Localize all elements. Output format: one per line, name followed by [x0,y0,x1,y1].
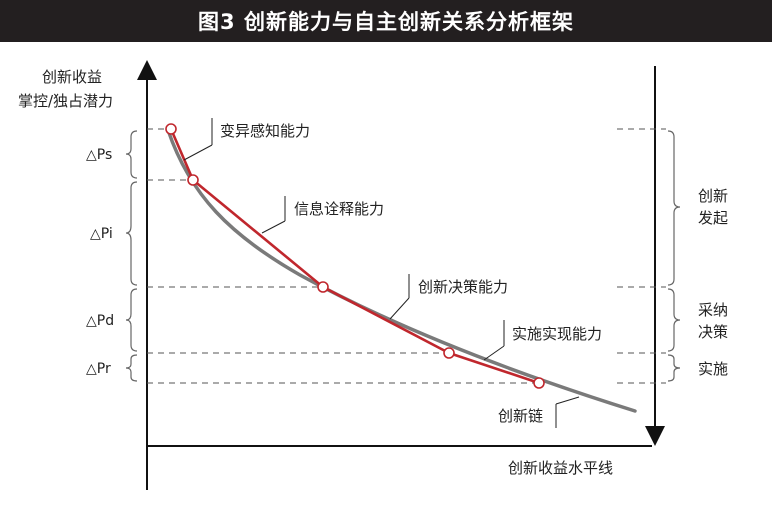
right-bracket-label: 决策 [698,323,728,341]
innovation-chain-curve [166,128,637,413]
right-bracket-implementation [667,354,681,382]
capability-polyline [169,128,540,385]
right-bracket-label: 创新 [698,187,728,205]
vertex-point [533,377,545,389]
capability-label: 变异感知能力 [220,122,310,140]
right-bracket-initiation [667,130,681,286]
vertex-point [187,174,199,186]
right-bracket-adoption [667,288,681,352]
vertex-point [317,281,329,293]
leader-decision-link [389,297,410,320]
left-bracket-label: △Ps [86,147,112,163]
left-bracket-pd [125,288,138,352]
capability-label: 实施实现能力 [512,325,602,343]
x-axis-label: 创新收益水平线 [508,459,613,477]
vertices [165,123,545,389]
curve-label: 创新链 [498,407,543,425]
vertex-point [443,347,455,359]
right-bracket-label: 采纳 [698,301,728,319]
y-axis-label-line2: 掌控/独占潜力 [18,92,113,110]
right-bracket-label: 实施 [698,360,728,378]
callout-leaders [183,118,580,428]
capability-label: 信息诠释能力 [294,200,384,218]
left-bracket-ps [125,130,138,179]
figure-title: 图3 创新能力与自主创新关系分析框架 [0,0,772,42]
left-bracket-pi [125,181,138,286]
leader-chain-link [555,396,580,405]
vertex-point [165,123,177,135]
y-axis-label-line1: 创新收益 [42,68,102,86]
leader-perception-link [183,144,213,161]
left-bracket-label: △Pd [86,313,114,329]
right-bracket-label: 发起 [698,209,728,227]
left-bracket-label: △Pi [90,226,113,242]
right-brackets [667,130,681,382]
left-bracket-label: △Pr [86,361,111,377]
level-lines [147,128,666,384]
left-bracket-pr [125,354,138,382]
leader-interpretation-link [261,220,286,234]
leader-implementation-link [483,345,505,361]
left-brackets [125,130,138,382]
capability-label: 创新决策能力 [418,278,508,296]
